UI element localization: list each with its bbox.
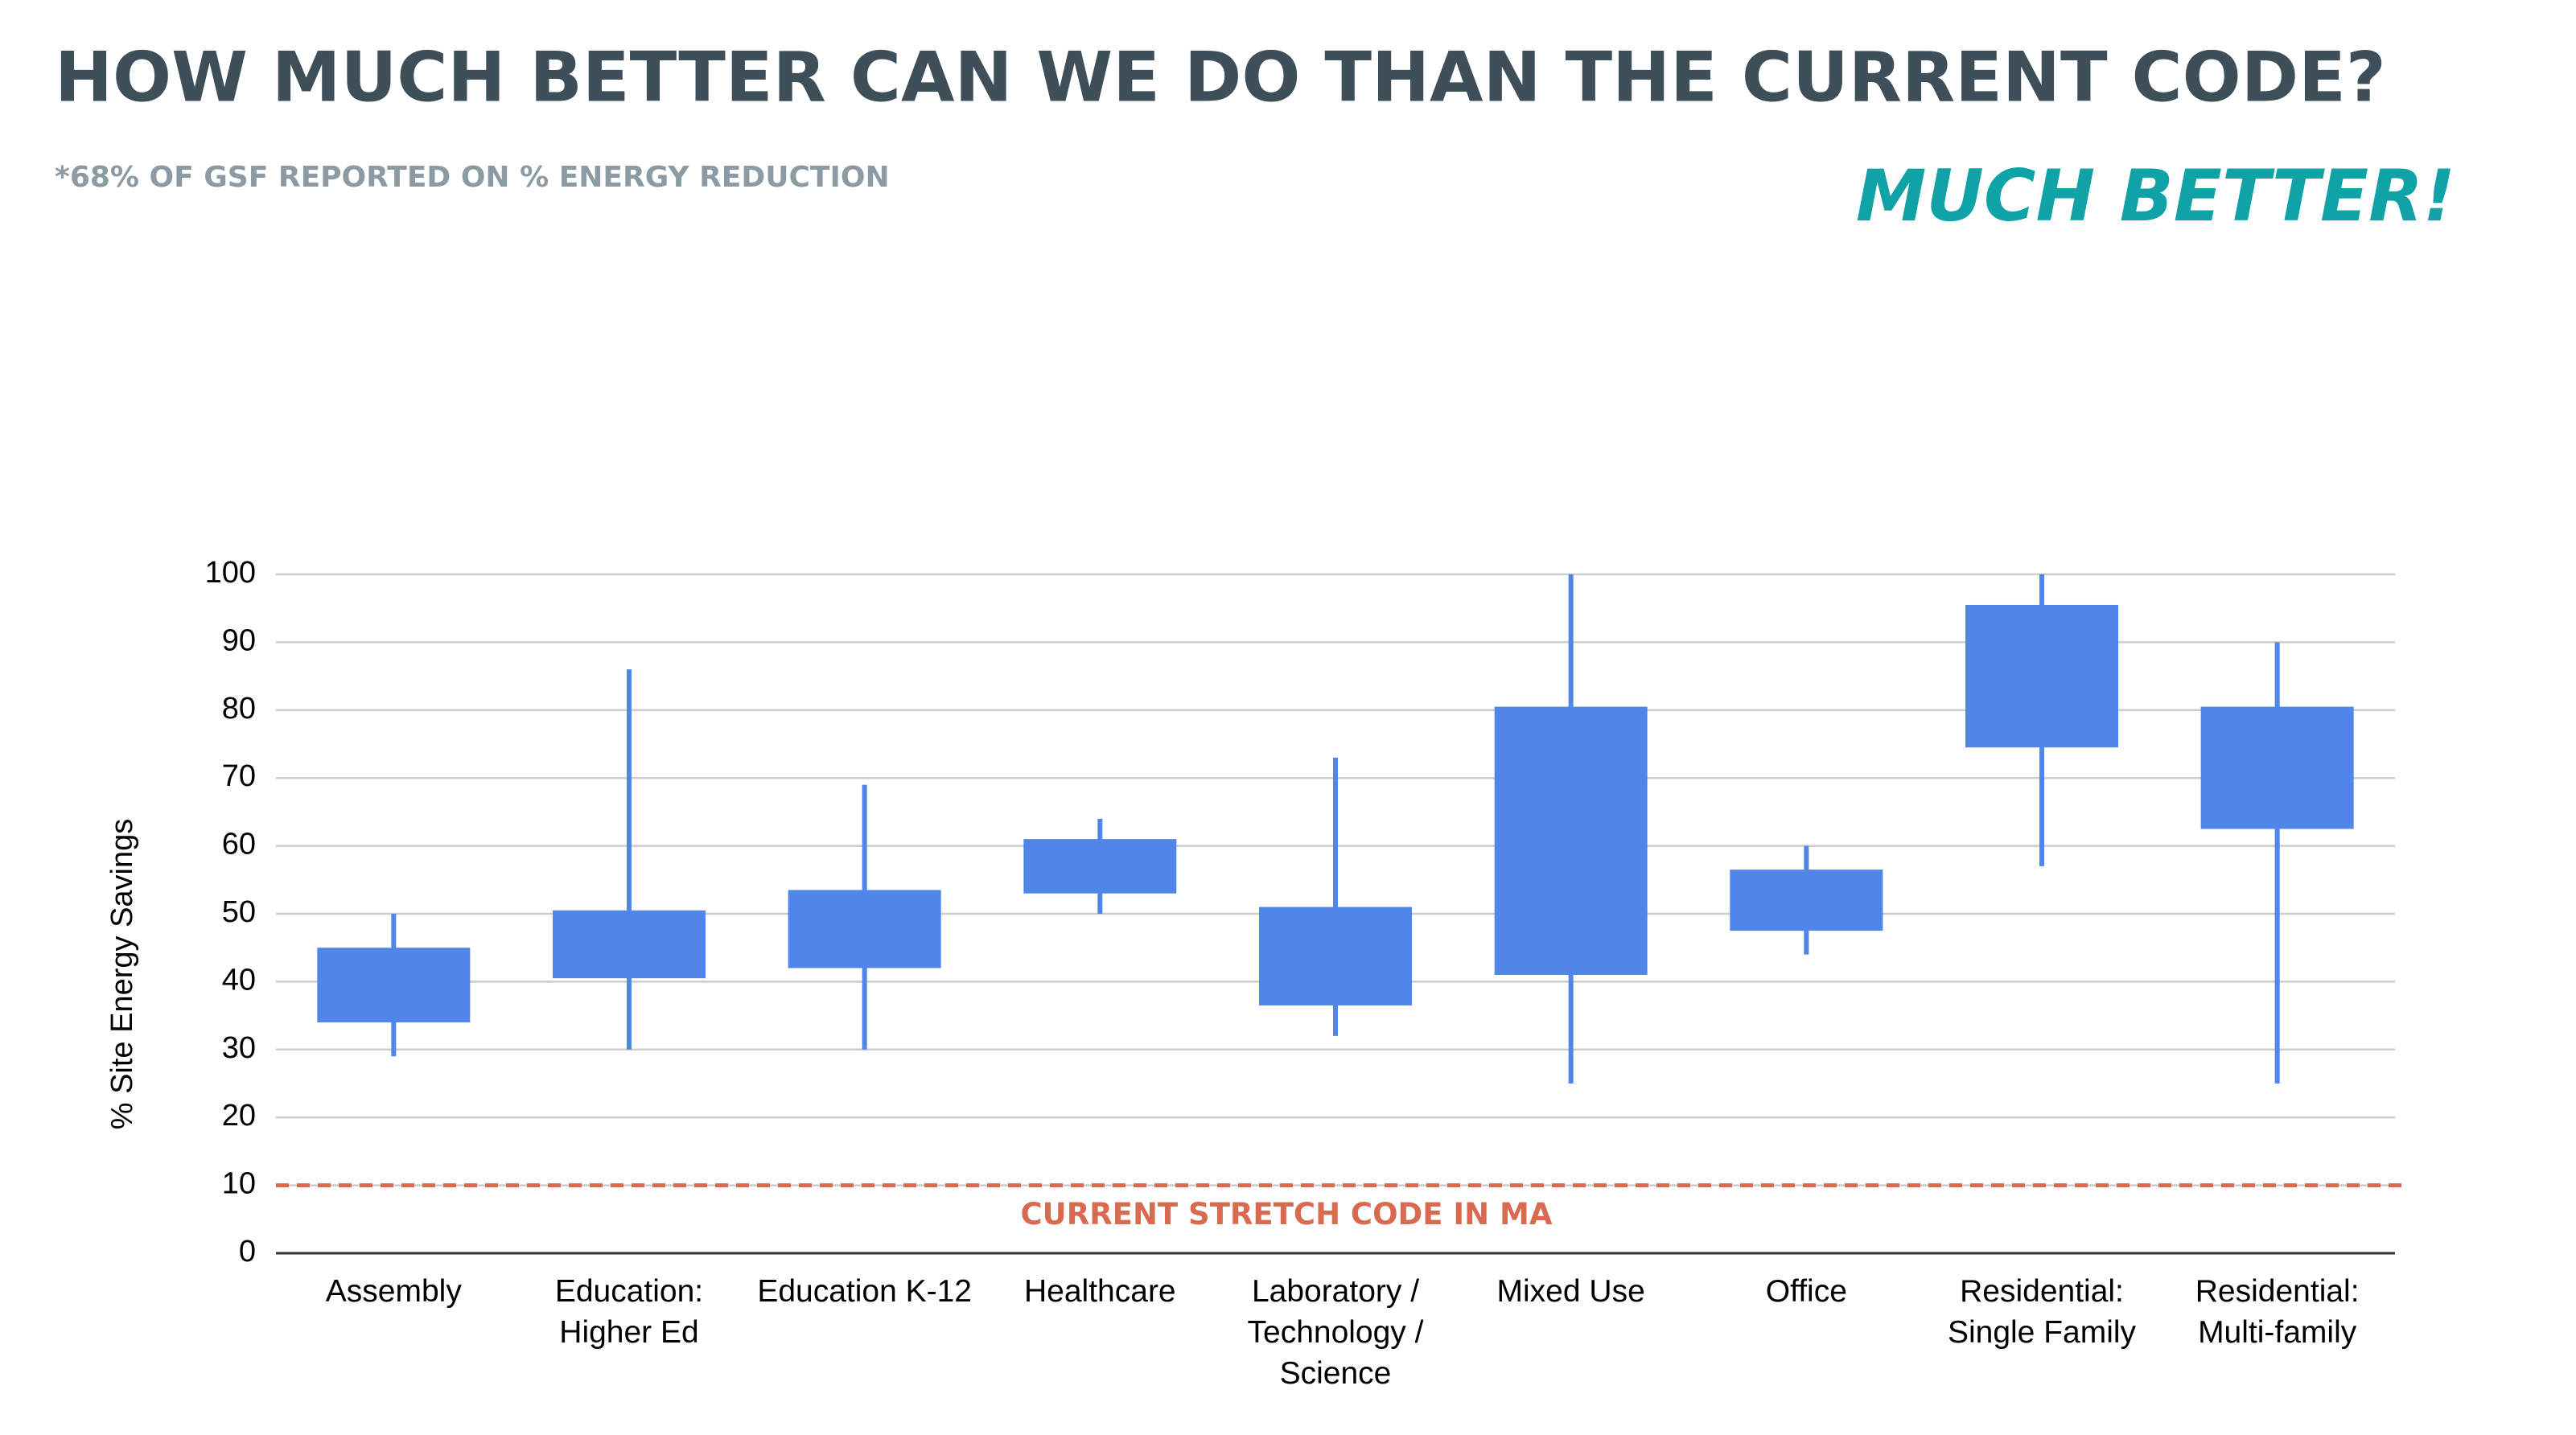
y-axis-label: % Site Energy Savings: [105, 819, 139, 1130]
y-tick-label: 30: [222, 1031, 256, 1065]
x-tick-label: Mixed Use: [1496, 1274, 1645, 1309]
x-tick-label: Residential: Multi-family: [2195, 1274, 2360, 1350]
box: [1023, 839, 1177, 894]
reference-label: CURRENT STRETCH CODE IN MA: [1021, 1197, 1553, 1231]
annotation: MUCH BETTER!: [1856, 154, 2455, 237]
x-tick-label: Office: [1765, 1274, 1847, 1309]
box: [2200, 706, 2354, 829]
x-tick-label: Assembly: [325, 1274, 462, 1309]
y-tick-label: 90: [222, 623, 256, 657]
x-tick-label: Education K-12: [757, 1274, 972, 1309]
x-tick-label: Healthcare: [1024, 1274, 1176, 1309]
box: [553, 910, 706, 979]
box: [1259, 907, 1412, 1005]
box: [1494, 706, 1648, 975]
y-tick-label: 20: [222, 1099, 256, 1133]
y-tick-label: 80: [222, 692, 256, 726]
x-tick-label: Education: Higher Ed: [554, 1274, 704, 1350]
y-tick-label: 50: [222, 895, 256, 929]
y-tick-label: 40: [222, 963, 256, 997]
box: [1965, 604, 2118, 748]
box: [1730, 870, 1883, 931]
x-tick-label: Residential: Single Family: [1947, 1274, 2137, 1350]
chart-title: HOW MUCH BETTER CAN WE DO THAN THE CURRE…: [55, 37, 2386, 117]
y-tick-label: 10: [222, 1167, 256, 1201]
y-tick-label: 70: [222, 759, 256, 793]
chart-subtitle: *68% OF GSF REPORTED ON % ENERGY REDUCTI…: [55, 161, 890, 194]
y-tick-label: 0: [239, 1235, 256, 1268]
box: [788, 890, 941, 968]
y-tick-label: 100: [205, 556, 256, 590]
x-tick-label: Laboratory / Technology / Science: [1247, 1274, 1424, 1391]
y-tick-label: 60: [222, 828, 256, 861]
box: [317, 948, 471, 1023]
